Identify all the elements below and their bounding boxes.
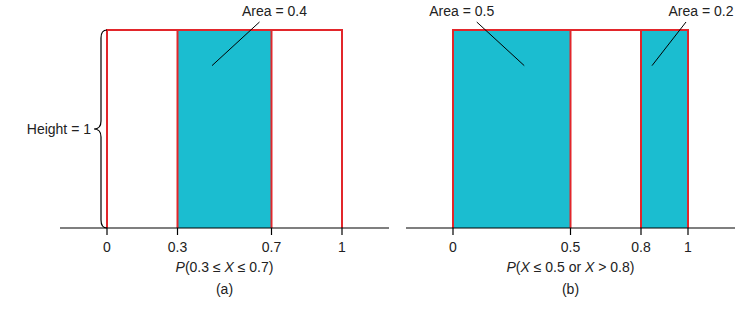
density-fill [453,30,688,228]
annotation-leader [652,22,686,66]
x-tick-label: 0.8 [631,239,651,255]
panel: 0 0.5 0.8 1 P(X ≤ 0.5 or X > 0.8) (b) Area = 0… [406,3,735,297]
label-part: (0.3 ≤ [185,259,225,275]
panel-caption: (b) [562,281,579,297]
area-label: Area = 0.2 [669,3,734,19]
annotation-leader [212,22,260,66]
x-tick-label: 1 [338,239,346,255]
density-outline [453,30,688,228]
x-tick [106,228,107,235]
region-edge [271,30,273,228]
height-brace [94,30,107,228]
x-tick-label: 0 [449,239,457,255]
panel: 0 0.3 0.7 1 P(0.3 ≤ X ≤ 0.7) (a) Height = 1 Are… [27,3,389,297]
area-label: Area = 0.4 [242,3,307,19]
height-label: Height = 1 [27,121,91,137]
panel-caption: (a) [216,281,233,297]
x-tick [271,228,272,235]
density-fill [107,30,342,228]
x-tick [177,228,178,235]
region-edge [570,30,572,228]
density-outline [107,30,342,228]
x-tick [452,228,453,235]
x-tick-label: 0.5 [561,239,581,255]
region-edge [177,30,179,228]
label-part: ≤ 0.7) [234,259,274,275]
label-part: X [520,259,531,275]
plot-area [453,30,688,228]
x-axis-label: P(0.3 ≤ X ≤ 0.7) [176,259,274,275]
x-axis [60,227,389,228]
label-part: ≤ 0.5 or [530,259,585,275]
label-part: X [584,259,595,275]
region-edge [640,30,642,228]
label-part: > 0.8) [594,259,634,275]
area-label: Area = 0.5 [429,3,494,19]
shaded-region [453,30,571,228]
label-part: X [224,259,235,275]
x-tick-label: 1 [684,239,692,255]
x-tick-label: 0.3 [168,239,188,255]
x-tick [341,228,342,235]
shaded-region [178,30,272,228]
x-tick [640,228,641,235]
shaded-region [641,30,688,228]
x-tick-label: 0.7 [262,239,282,255]
plot-area [107,30,342,228]
annotation-leader [477,22,525,66]
x-axis-label: P(X ≤ 0.5 or X > 0.8) [507,259,635,275]
x-tick [687,228,688,235]
x-tick [570,228,571,235]
x-tick-label: 0 [103,239,111,255]
figure: 0 0.3 0.7 1 P(0.3 ≤ X ≤ 0.7) (a) Height = 1 Are… [0,0,741,313]
